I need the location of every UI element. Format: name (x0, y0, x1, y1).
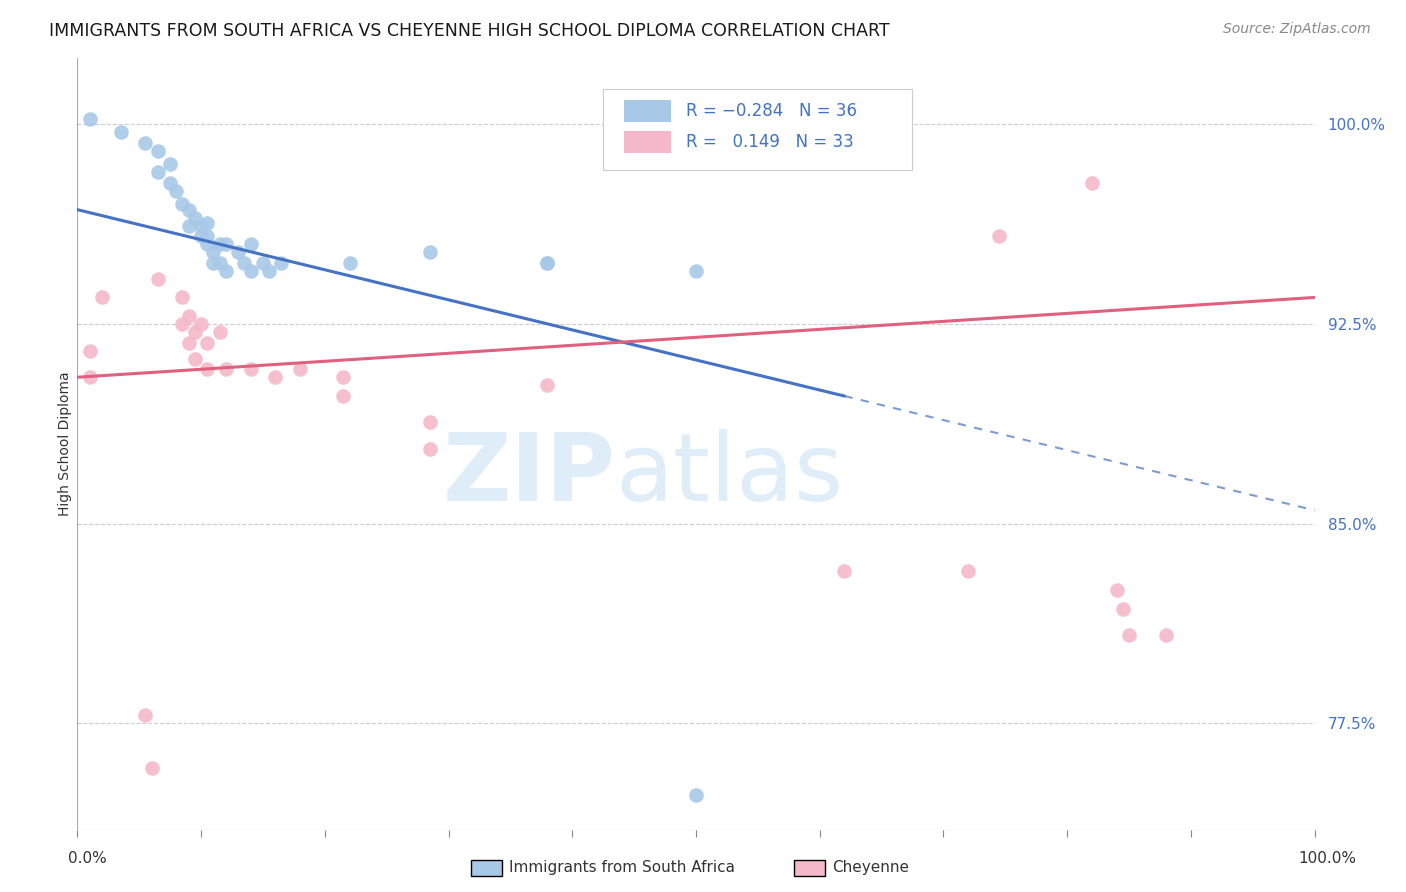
Point (270, 256, 292, 270)
Point (110, 126, 132, 140)
Point (419, 442, 441, 456)
Point (834, 565, 856, 579)
Point (215, 237, 238, 252)
Point (264, 370, 287, 384)
Point (195, 237, 218, 252)
Point (252, 256, 274, 270)
Point (172, 290, 194, 304)
Point (685, 264, 707, 278)
Point (536, 378, 558, 392)
Point (208, 237, 231, 252)
Point (215, 264, 238, 278)
Point (1105, 583, 1128, 598)
Point (226, 245, 249, 260)
Point (332, 389, 354, 403)
Text: 0.0%: 0.0% (67, 851, 107, 865)
Point (141, 761, 163, 775)
Point (184, 325, 207, 339)
Point (177, 335, 200, 350)
Point (159, 176, 181, 190)
Point (184, 351, 207, 366)
Point (79, 112, 101, 127)
Point (172, 197, 194, 211)
Point (988, 229, 1011, 244)
Point (332, 370, 354, 384)
Point (239, 237, 262, 252)
Text: Cheyenne: Cheyenne (832, 861, 910, 875)
Point (159, 157, 181, 171)
Point (172, 317, 194, 331)
Point (419, 416, 441, 430)
Point (1154, 628, 1177, 642)
Point (177, 309, 200, 323)
Point (79, 370, 101, 384)
FancyBboxPatch shape (624, 131, 671, 153)
Text: Immigrants from South Africa: Immigrants from South Africa (509, 861, 735, 875)
Point (239, 362, 262, 376)
Point (536, 256, 558, 270)
FancyBboxPatch shape (624, 101, 671, 122)
Point (134, 136, 156, 150)
Point (177, 202, 200, 217)
Point (1081, 176, 1104, 190)
Point (239, 264, 262, 278)
Point (190, 317, 212, 331)
FancyBboxPatch shape (603, 89, 912, 169)
Point (190, 219, 212, 233)
Point (257, 264, 280, 278)
Point (190, 229, 212, 244)
Point (195, 362, 218, 376)
Point (536, 256, 558, 270)
Point (685, 788, 707, 802)
Point (165, 184, 187, 198)
Text: R = −0.284   N = 36: R = −0.284 N = 36 (686, 103, 858, 120)
Point (195, 229, 218, 244)
Point (146, 272, 169, 286)
Point (208, 325, 231, 339)
Point (91, 290, 114, 304)
Point (184, 211, 207, 225)
Point (79, 343, 101, 358)
Point (1118, 628, 1140, 642)
Point (233, 256, 256, 270)
Point (208, 256, 231, 270)
Text: ZIP: ZIP (443, 429, 616, 521)
Point (146, 165, 169, 179)
Text: IMMIGRANTS FROM SOUTH AFRICA VS CHEYENNE HIGH SCHOOL DIPLOMA CORRELATION CHART: IMMIGRANTS FROM SOUTH AFRICA VS CHEYENNE… (49, 22, 890, 40)
Point (339, 256, 361, 270)
Text: Source: ZipAtlas.com: Source: ZipAtlas.com (1223, 22, 1371, 37)
Point (419, 245, 441, 260)
Point (215, 362, 238, 376)
Y-axis label: High School Diploma: High School Diploma (58, 371, 72, 516)
Point (202, 245, 225, 260)
Text: atlas: atlas (616, 429, 844, 521)
Point (202, 256, 225, 270)
Point (146, 144, 169, 158)
Point (957, 565, 980, 579)
Point (177, 219, 200, 233)
Point (288, 362, 311, 376)
Point (195, 335, 218, 350)
Text: 100.0%: 100.0% (1298, 851, 1357, 865)
Point (134, 708, 156, 723)
Point (1112, 601, 1135, 615)
Text: R =   0.149   N = 33: R = 0.149 N = 33 (686, 133, 853, 151)
Point (195, 216, 218, 230)
